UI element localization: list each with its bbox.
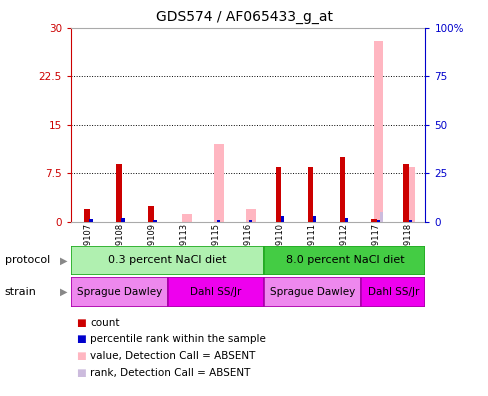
Bar (281, 216, 284, 222)
Bar (264, 246, 425, 275)
Bar (167, 277, 264, 307)
Text: GDS574 / AF065433_g_at: GDS574 / AF065433_g_at (156, 10, 332, 24)
Text: ■: ■ (76, 367, 85, 378)
Bar (275, 167, 281, 222)
Bar (339, 157, 345, 222)
Bar (344, 218, 347, 222)
Text: percentile rank within the sample: percentile rank within the sample (90, 334, 266, 345)
Bar (373, 41, 383, 222)
Bar (379, 212, 383, 222)
Text: count: count (90, 318, 120, 328)
Text: Dahl SS/Jr: Dahl SS/Jr (190, 287, 241, 297)
Text: Sprague Dawley: Sprague Dawley (269, 287, 354, 297)
Bar (376, 220, 379, 222)
Bar (264, 277, 360, 307)
Bar (360, 277, 425, 307)
Text: ■: ■ (76, 351, 85, 361)
Text: protocol: protocol (5, 255, 50, 265)
Bar (214, 144, 223, 222)
Bar (153, 220, 156, 222)
Text: ■: ■ (76, 318, 85, 328)
Bar (248, 220, 252, 222)
Bar (71, 246, 264, 275)
Bar (312, 216, 316, 222)
Bar (405, 167, 414, 222)
Bar (245, 209, 255, 222)
Bar (371, 219, 376, 222)
Bar (116, 164, 122, 222)
Bar (147, 206, 153, 222)
Text: rank, Detection Call = ABSENT: rank, Detection Call = ABSENT (90, 367, 250, 378)
Text: ■: ■ (76, 334, 85, 345)
Text: 8.0 percent NaCl diet: 8.0 percent NaCl diet (285, 255, 404, 265)
Text: value, Detection Call = ABSENT: value, Detection Call = ABSENT (90, 351, 255, 361)
Bar (408, 220, 411, 222)
Bar (71, 277, 167, 307)
Text: ▶: ▶ (60, 287, 67, 297)
Text: Dahl SS/Jr: Dahl SS/Jr (367, 287, 418, 297)
Text: ▶: ▶ (60, 255, 67, 265)
Text: strain: strain (5, 287, 37, 297)
Bar (217, 220, 220, 222)
Text: 0.3 percent NaCl diet: 0.3 percent NaCl diet (108, 255, 226, 265)
Bar (403, 164, 408, 222)
Bar (89, 219, 92, 222)
Bar (182, 214, 191, 222)
Bar (84, 209, 90, 222)
Text: Sprague Dawley: Sprague Dawley (77, 287, 162, 297)
Bar (307, 167, 313, 222)
Bar (121, 218, 124, 222)
